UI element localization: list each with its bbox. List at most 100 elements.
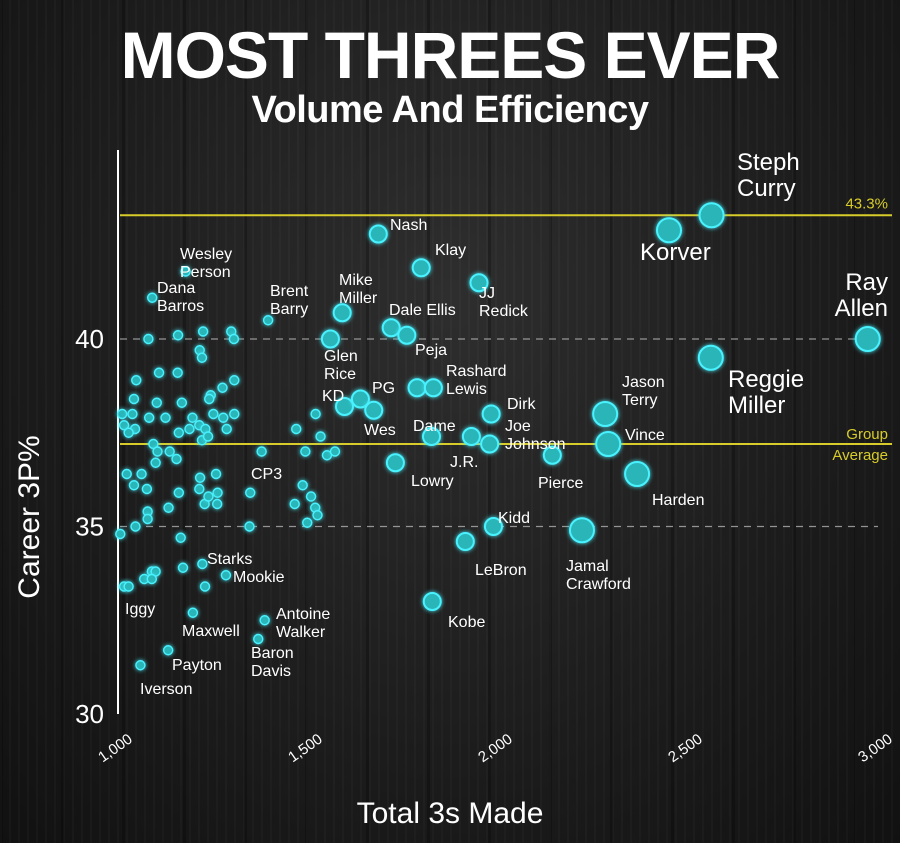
data-point [698, 202, 725, 229]
point-label: Maxwell [182, 623, 240, 640]
point-label: Joe [505, 418, 531, 435]
data-point [146, 573, 158, 585]
data-point [196, 352, 208, 363]
data-point [624, 461, 651, 487]
data-point [320, 329, 340, 349]
data-point [262, 315, 274, 326]
point-label: Wes [364, 422, 396, 439]
data-point [423, 378, 443, 398]
data-point [291, 423, 302, 435]
point-label: Lowry [411, 473, 454, 490]
reference-label: Group [846, 426, 888, 443]
y-tick-label: 30 [75, 699, 104, 729]
data-point [315, 431, 326, 442]
data-point [164, 446, 175, 457]
data-point [202, 431, 214, 442]
x-tick-label: 1,500 [285, 731, 326, 766]
data-point [332, 303, 352, 323]
data-point [151, 397, 162, 408]
data-point [312, 510, 323, 521]
data-point [210, 468, 222, 480]
point-label: CP3 [251, 466, 282, 483]
data-point [329, 446, 341, 457]
data-point [199, 581, 211, 592]
x-tick-label: 2,000 [475, 731, 516, 766]
reference-label: 43.3% [845, 195, 888, 212]
point-label: Johnson [505, 436, 566, 453]
data-point [135, 660, 146, 671]
point-label: Klay [435, 242, 466, 259]
data-point [173, 427, 185, 438]
data-point [128, 393, 140, 405]
data-point [229, 375, 240, 386]
point-label: Dana [157, 280, 195, 297]
y-axis-title: Career 3P% [13, 435, 46, 599]
data-point [160, 412, 171, 423]
data-point [461, 427, 481, 446]
x-tick-label: 1,000 [95, 731, 136, 766]
data-point [176, 397, 188, 408]
data-point [350, 389, 370, 409]
point-label: Allen [835, 295, 888, 322]
point-label: Person [180, 264, 231, 281]
data-point [116, 408, 128, 420]
data-point [153, 367, 165, 378]
data-point [218, 412, 229, 423]
data-point [407, 378, 427, 398]
data-point [259, 615, 270, 626]
data-point [483, 517, 503, 536]
chart-subtitle: Volume And Efficiency [251, 89, 649, 131]
point-label: Barros [157, 298, 204, 315]
point-label: Kobe [448, 614, 485, 631]
point-label: Brent [270, 283, 309, 300]
data-point [305, 491, 317, 502]
data-point [118, 420, 130, 431]
point-label: Miller [728, 392, 785, 419]
point-label: JJ [479, 285, 495, 302]
data-point [172, 367, 183, 378]
data-point [172, 330, 184, 341]
data-point [171, 453, 182, 465]
data-point [211, 498, 223, 510]
point-label: Mike [339, 272, 373, 289]
data-point [542, 445, 562, 465]
point-label: Glen [324, 348, 358, 365]
point-label: Barry [270, 301, 308, 318]
point-label: Nash [390, 217, 427, 234]
data-point [253, 633, 264, 645]
data-point [381, 318, 401, 338]
data-point [364, 400, 384, 420]
data-point [411, 258, 431, 278]
data-point [481, 404, 501, 424]
data-point [173, 487, 185, 498]
data-point [127, 408, 138, 420]
point-label: Wesley [180, 246, 232, 263]
point-label: Kidd [498, 510, 530, 527]
data-point [163, 502, 174, 513]
data-point [123, 581, 134, 592]
data-point [334, 397, 354, 416]
y-tick-label: 35 [75, 512, 104, 542]
data-point [368, 224, 388, 244]
point-label: Mookie [233, 569, 285, 586]
data-point [142, 513, 153, 525]
point-label: Peja [415, 342, 447, 359]
data-point [194, 483, 205, 495]
point-label: Davis [251, 663, 291, 680]
data-point [212, 487, 223, 498]
data-point [115, 528, 126, 540]
data-point [244, 521, 255, 532]
data-point [203, 491, 214, 502]
data-point [131, 375, 142, 386]
point-label: Starks [207, 551, 252, 568]
point-label: Korver [640, 239, 711, 266]
point-label: LeBron [475, 562, 527, 579]
point-label: Jason [622, 374, 665, 391]
point-label: Vince [625, 427, 665, 444]
data-point [143, 333, 154, 345]
data-point [121, 468, 132, 480]
point-label: Walker [276, 624, 326, 641]
point-label: Redick [479, 303, 529, 320]
data-point [310, 408, 321, 420]
